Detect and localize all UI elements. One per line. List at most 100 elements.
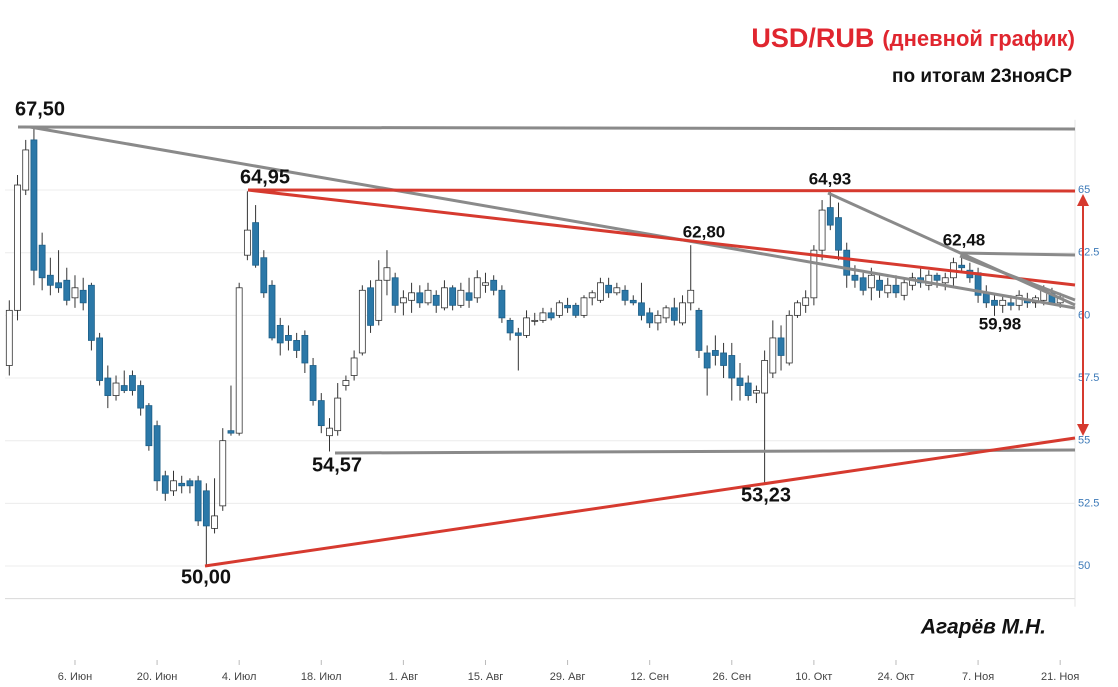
candle-body xyxy=(334,397,342,432)
candle-body xyxy=(79,289,87,304)
candle-body xyxy=(441,287,448,309)
candle-body xyxy=(326,427,333,437)
candle-body xyxy=(851,274,859,281)
candle-body xyxy=(63,279,71,301)
candle-body xyxy=(753,390,760,394)
trend-line xyxy=(247,188,1076,193)
y-tick-label: 57.5 xyxy=(1078,372,1099,384)
candle-body xyxy=(588,292,596,299)
candle-body xyxy=(432,294,440,306)
trend-line xyxy=(247,188,1076,287)
candle-body xyxy=(416,292,424,304)
candle-body xyxy=(835,217,842,251)
candle-body xyxy=(424,289,432,304)
candle-body xyxy=(399,297,407,304)
annotation: 62,80 xyxy=(683,222,726,241)
candle-body xyxy=(38,244,46,279)
candle-body xyxy=(260,257,268,294)
candle-body xyxy=(170,480,177,492)
candle-body xyxy=(112,382,120,396)
candles xyxy=(5,127,1064,567)
candle-body xyxy=(252,222,260,266)
y-tick-label: 60 xyxy=(1078,309,1090,321)
candle-body xyxy=(235,287,243,434)
candle-body xyxy=(145,405,153,447)
candle-body xyxy=(892,284,900,294)
candle-body xyxy=(342,380,350,386)
candle-body xyxy=(991,299,998,306)
grid: 50 52.5 55 57.5 60 62.5 65 6. Июн 20. Июн 4. Июл 1… xyxy=(5,119,1099,683)
candle-body xyxy=(613,287,621,294)
x-tick-label: 26. Сен xyxy=(713,671,751,683)
candle-body xyxy=(358,289,366,354)
candle-body xyxy=(925,274,933,286)
annotation: 64,95 xyxy=(240,166,290,188)
candle-body xyxy=(867,274,875,289)
candle-body xyxy=(514,332,522,336)
annotation: 59,98 xyxy=(979,314,1022,333)
candle-body xyxy=(999,299,1007,306)
candle-body xyxy=(14,184,21,311)
candle-body xyxy=(317,400,325,427)
candle-body xyxy=(465,292,473,301)
candle-body xyxy=(449,287,457,306)
candle-body xyxy=(794,302,801,316)
candle-body xyxy=(580,297,588,316)
candle-body xyxy=(555,302,563,316)
x-tick-label: 18. Июл xyxy=(301,671,342,683)
candle-body xyxy=(457,289,465,306)
candle-body xyxy=(88,284,95,341)
candle-body xyxy=(367,287,374,326)
candle-body xyxy=(662,307,670,319)
candle-body xyxy=(46,274,54,286)
candle-body xyxy=(547,312,555,319)
candle-body xyxy=(744,382,752,396)
x-tick-label: 24. Окт xyxy=(878,671,915,683)
candle-body xyxy=(506,319,514,334)
candle-body xyxy=(777,337,785,356)
candle-body xyxy=(137,385,145,409)
x-tick-label: 15. Авг xyxy=(468,671,504,683)
candle-body xyxy=(597,282,604,301)
candle-body xyxy=(375,279,383,321)
candle-body xyxy=(293,340,301,351)
candle-body xyxy=(276,324,284,344)
candle-body xyxy=(104,377,112,396)
y-tick-label: 52.5 xyxy=(1078,497,1099,509)
x-tick-label: 21. Ноя xyxy=(1041,671,1079,683)
candle-body xyxy=(120,385,128,391)
annotation: 54,57 xyxy=(312,454,362,476)
candle-body xyxy=(22,149,30,191)
candle-body xyxy=(498,289,506,319)
candle-body xyxy=(720,352,727,366)
candle-body xyxy=(285,335,292,341)
trend-line xyxy=(29,125,1076,310)
candle-body xyxy=(350,357,358,376)
candle-body xyxy=(711,350,719,356)
candle-body xyxy=(211,515,218,529)
candle-body xyxy=(900,282,908,296)
candle-body xyxy=(736,377,744,386)
candle-body xyxy=(933,274,941,281)
subtitle: по итогам 23нояСР xyxy=(892,66,1072,87)
candle-body xyxy=(219,440,227,507)
trend-line xyxy=(204,436,1076,568)
x-tick-label: 4. Июл xyxy=(222,671,257,683)
candle-body xyxy=(96,337,104,381)
author: Агарёв М.Н. xyxy=(920,616,1046,639)
candle-body xyxy=(564,304,571,309)
candle-body xyxy=(243,229,251,256)
candle-body xyxy=(958,264,966,269)
candle-body xyxy=(761,360,769,394)
candle-body xyxy=(605,284,613,294)
candle-body xyxy=(55,282,62,289)
candle-body xyxy=(654,314,662,324)
candle-body xyxy=(194,480,202,522)
candle-body xyxy=(301,335,309,364)
annotation: 67,50 xyxy=(15,98,65,120)
candle-body xyxy=(884,284,892,294)
trend-line xyxy=(959,254,1076,302)
y-tick-label: 50 xyxy=(1078,560,1090,572)
candle-body xyxy=(153,425,161,482)
